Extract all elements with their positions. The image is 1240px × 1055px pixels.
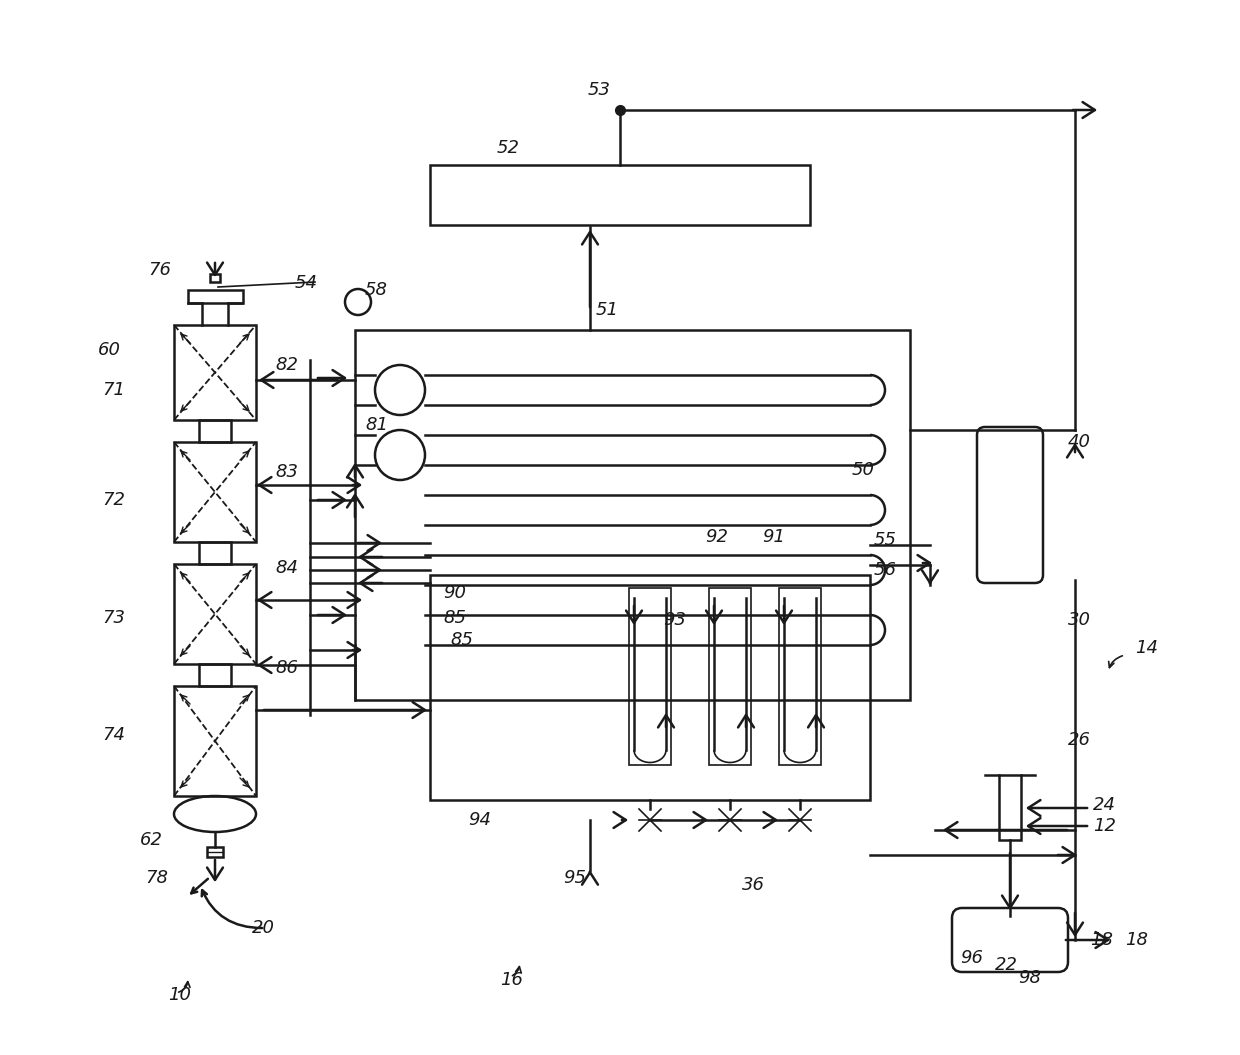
Bar bbox=[174, 442, 255, 542]
Bar bbox=[207, 847, 223, 857]
Text: 26: 26 bbox=[1068, 731, 1091, 749]
Text: 55: 55 bbox=[874, 531, 897, 549]
Text: 76: 76 bbox=[148, 261, 171, 279]
Bar bbox=[174, 564, 255, 664]
Text: 94: 94 bbox=[467, 811, 491, 829]
Text: 12: 12 bbox=[1092, 817, 1116, 835]
Text: 98: 98 bbox=[1018, 968, 1042, 987]
Bar bbox=[430, 165, 810, 225]
Text: 18: 18 bbox=[1090, 931, 1114, 950]
Text: 50: 50 bbox=[852, 461, 875, 479]
Text: 96: 96 bbox=[960, 950, 983, 967]
Text: 20: 20 bbox=[252, 919, 275, 937]
Text: 14: 14 bbox=[1135, 639, 1158, 657]
Bar bbox=[629, 588, 671, 765]
Text: 52: 52 bbox=[497, 139, 520, 157]
Text: 92: 92 bbox=[706, 528, 728, 546]
Text: 72: 72 bbox=[102, 491, 125, 509]
Bar bbox=[709, 588, 751, 765]
Bar bbox=[779, 588, 821, 765]
Bar bbox=[430, 575, 870, 800]
Text: 16: 16 bbox=[500, 971, 523, 989]
Text: 84: 84 bbox=[275, 559, 298, 577]
Text: 86: 86 bbox=[275, 659, 298, 677]
Text: 36: 36 bbox=[742, 876, 765, 894]
Text: 95: 95 bbox=[563, 869, 587, 887]
Bar bbox=[210, 274, 219, 282]
Bar bbox=[198, 420, 231, 442]
Text: 18: 18 bbox=[1125, 931, 1148, 950]
Text: 82: 82 bbox=[275, 356, 298, 375]
Text: 60: 60 bbox=[98, 341, 122, 359]
Text: 93: 93 bbox=[663, 611, 686, 629]
Text: 78: 78 bbox=[145, 869, 167, 887]
Text: 74: 74 bbox=[102, 726, 125, 744]
Bar bbox=[198, 664, 231, 686]
Text: 85: 85 bbox=[443, 609, 466, 627]
Text: 58: 58 bbox=[365, 281, 388, 299]
Bar bbox=[198, 542, 231, 564]
Text: 54: 54 bbox=[295, 274, 317, 292]
Bar bbox=[174, 325, 255, 420]
Text: 24: 24 bbox=[1092, 797, 1116, 814]
Text: 83: 83 bbox=[275, 463, 298, 481]
Bar bbox=[355, 330, 910, 701]
Text: 71: 71 bbox=[102, 381, 125, 399]
Bar bbox=[999, 775, 1021, 840]
Text: 40: 40 bbox=[1068, 433, 1091, 450]
Text: 10: 10 bbox=[167, 986, 191, 1004]
Text: 22: 22 bbox=[994, 956, 1018, 974]
Text: 85: 85 bbox=[450, 631, 472, 649]
Text: 56: 56 bbox=[874, 561, 897, 579]
Text: 62: 62 bbox=[140, 831, 162, 849]
Text: 53: 53 bbox=[588, 81, 611, 99]
Text: 51: 51 bbox=[596, 301, 619, 319]
Text: 73: 73 bbox=[102, 609, 125, 627]
Text: 90: 90 bbox=[443, 584, 466, 602]
Bar bbox=[188, 290, 243, 303]
Text: 91: 91 bbox=[763, 528, 785, 546]
Text: 81: 81 bbox=[365, 416, 388, 434]
Text: 30: 30 bbox=[1068, 611, 1091, 629]
Bar bbox=[174, 686, 255, 797]
